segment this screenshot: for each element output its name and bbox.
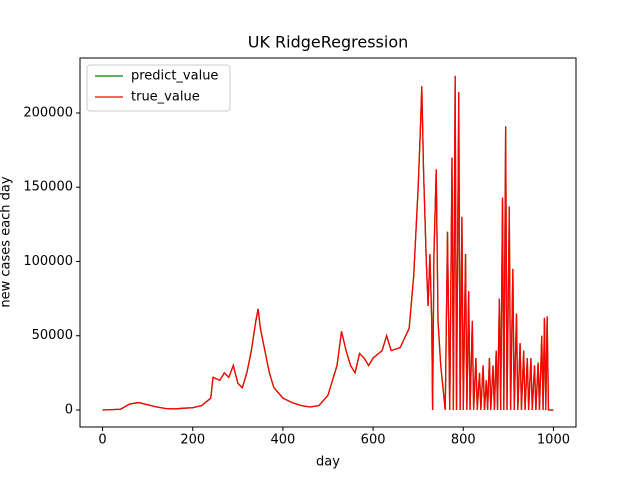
- x-tick-label: 600: [361, 433, 386, 448]
- x-axis-label: day: [316, 455, 340, 470]
- x-tick-label: 1000: [537, 433, 570, 448]
- plot-frame: [79, 57, 577, 428]
- x-tick-label: 800: [451, 433, 476, 448]
- chart-title: UK RidgeRegression: [248, 33, 409, 52]
- x-tick-label: 0: [98, 433, 106, 448]
- legend-label: predict_value: [131, 69, 218, 84]
- y-tick-label: 0: [65, 402, 73, 417]
- y-tick-label: 50000: [32, 328, 73, 343]
- x-tick-label: 200: [180, 433, 205, 448]
- y-tick-label: 100000: [23, 254, 73, 269]
- x-tick-label: 400: [270, 433, 295, 448]
- y-axis-label: new cases each day: [0, 176, 14, 307]
- y-tick-label: 200000: [23, 105, 73, 120]
- series-line: [102, 75, 554, 411]
- legend-label: true_value: [131, 90, 200, 105]
- y-tick-label: 150000: [23, 180, 73, 195]
